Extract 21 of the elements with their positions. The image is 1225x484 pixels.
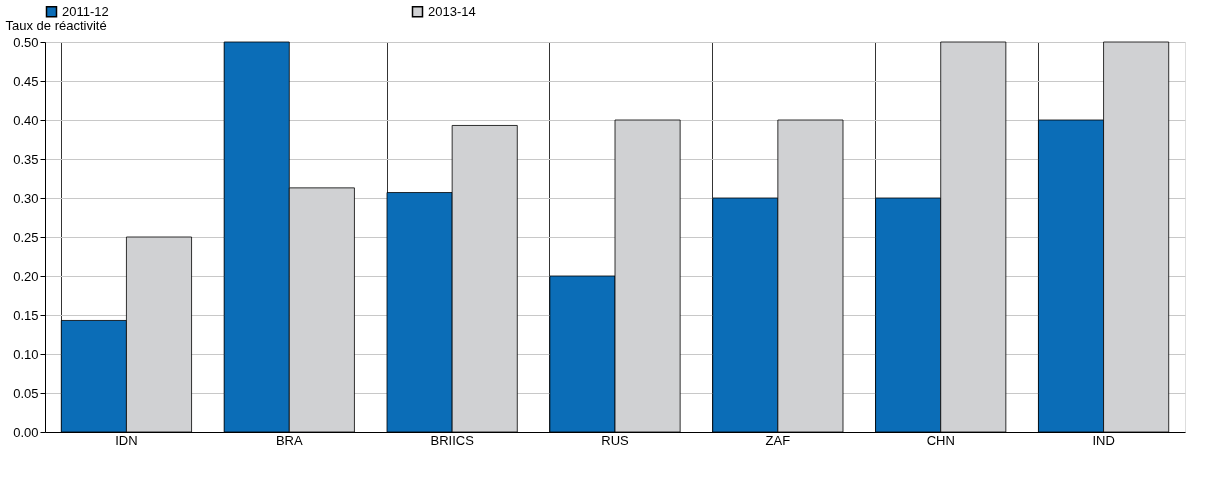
y-tick-label: 0.50 bbox=[13, 34, 39, 50]
y-tick-label: 0.35 bbox=[13, 151, 39, 167]
x-tick-label: ZAF bbox=[765, 432, 791, 448]
y-tick-label: 0.20 bbox=[13, 268, 39, 284]
y-tick-label: 0.15 bbox=[13, 307, 39, 323]
y-axis-title: Taux de réactivité bbox=[5, 17, 107, 33]
y-tick-label: 0.25 bbox=[13, 229, 39, 245]
y-tick-label: 0.10 bbox=[13, 346, 39, 362]
y-tick-label: 0.30 bbox=[13, 190, 39, 206]
x-tick-label: BRA bbox=[275, 432, 303, 448]
y-tick-label: 0.40 bbox=[13, 112, 39, 128]
x-tick-label: BRIICS bbox=[430, 432, 475, 448]
x-tick-label: IND bbox=[1092, 432, 1115, 448]
y-tick-label: 0.05 bbox=[13, 385, 39, 401]
y-tick-label: 0.45 bbox=[13, 73, 39, 89]
y-tick-label: 0.00 bbox=[13, 424, 39, 440]
x-tick-label: RUS bbox=[601, 432, 630, 448]
legend-label: 2013-14 bbox=[428, 3, 476, 19]
legend-label: 2011-12 bbox=[62, 3, 109, 19]
x-tick-label: IDN bbox=[115, 432, 138, 448]
x-tick-label: CHN bbox=[926, 432, 955, 448]
